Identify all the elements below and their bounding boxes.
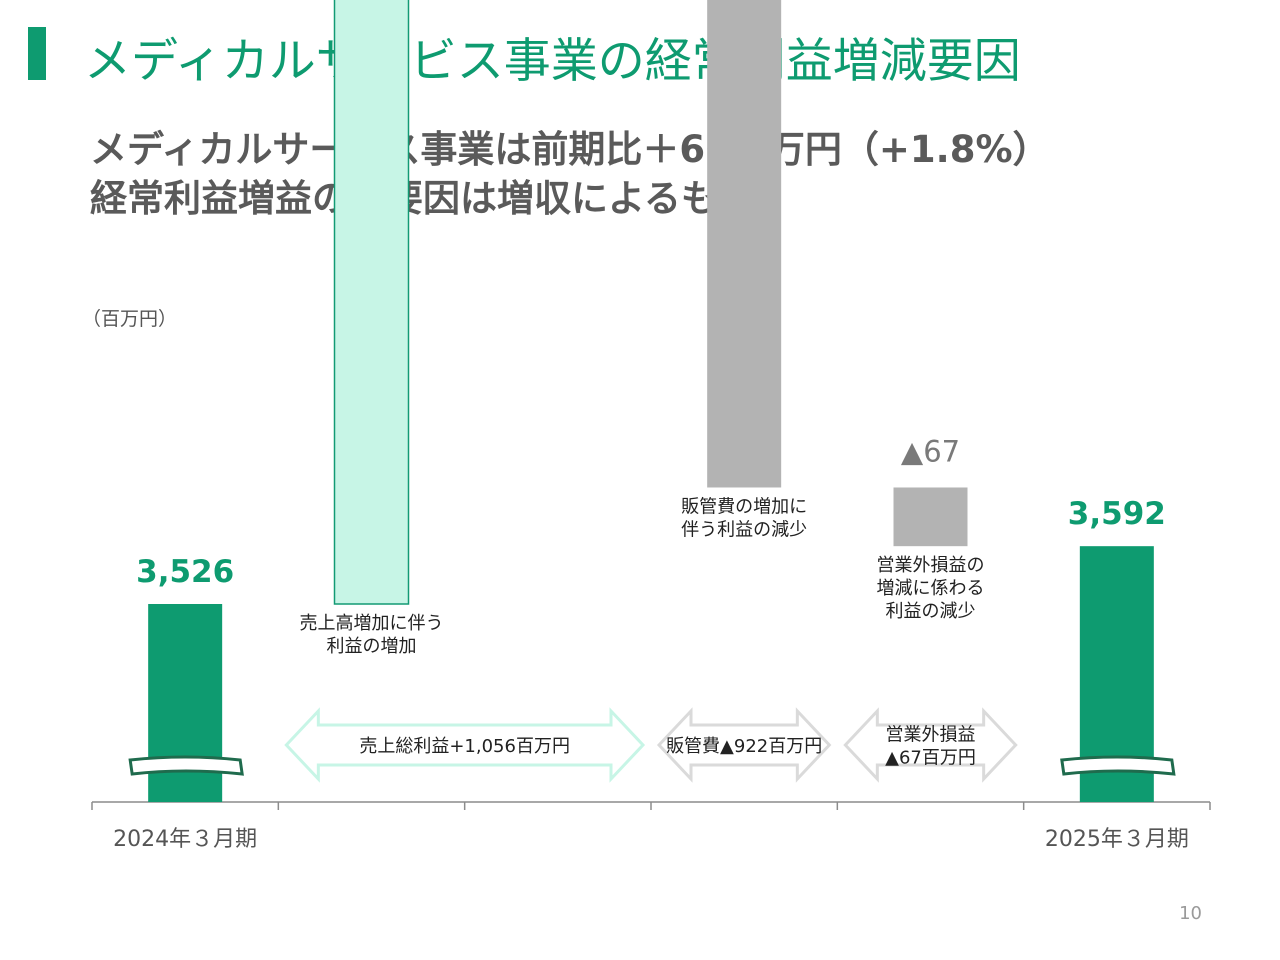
bracket-arrow — [656, 707, 832, 783]
step-description: 伴う利益の減少 — [681, 519, 807, 540]
bar-decrease — [707, 0, 782, 488]
step-description: 営業外損益の — [877, 555, 985, 576]
bracket-label: ▲67百万円 — [885, 748, 976, 769]
data-label: 3,526 — [136, 554, 234, 590]
data-label: 3,592 — [1068, 496, 1166, 532]
data-label: ▲67 — [901, 434, 960, 468]
bracket-label: 販管費▲922百万円 — [666, 736, 822, 757]
bracket-arrow — [843, 707, 1018, 783]
bar-increase — [333, 0, 410, 605]
bar-decrease — [893, 487, 968, 547]
axis-break-marker — [1060, 755, 1176, 776]
subtitle-line-2: 経常利益増益の主要因は増収によるもの — [90, 177, 755, 220]
x-tick-label: 2025年３月期 — [1045, 827, 1189, 852]
step-description: 売上高増加に伴う — [300, 613, 444, 634]
step-description: 販管費の増加に — [681, 496, 807, 517]
page-number: 10 — [1179, 903, 1202, 924]
page-title: メディカルサービス事業の経常利益増減要因 — [84, 34, 1021, 89]
title-accent-bar — [28, 27, 46, 80]
axis-break-marker — [128, 755, 244, 776]
bracket-arrow — [284, 707, 646, 783]
bracket-label: 営業外損益 — [886, 725, 976, 746]
step-description: 増減に係わる — [877, 578, 985, 599]
page-subtitle: メディカルサービス事業は前期比＋66百万円（+1.8%） 経常利益増益の主要因は… — [90, 125, 1050, 223]
step-description: 利益の減少 — [886, 601, 976, 622]
x-tick-label: 2024年３月期 — [113, 827, 257, 852]
unit-label: （百万円） — [82, 308, 177, 330]
step-description: 利益の増加 — [327, 636, 417, 657]
subtitle-line-1: メディカルサービス事業は前期比＋66百万円（+1.8%） — [90, 128, 1050, 171]
bracket-label: 売上総利益+1,056百万円 — [359, 736, 570, 757]
